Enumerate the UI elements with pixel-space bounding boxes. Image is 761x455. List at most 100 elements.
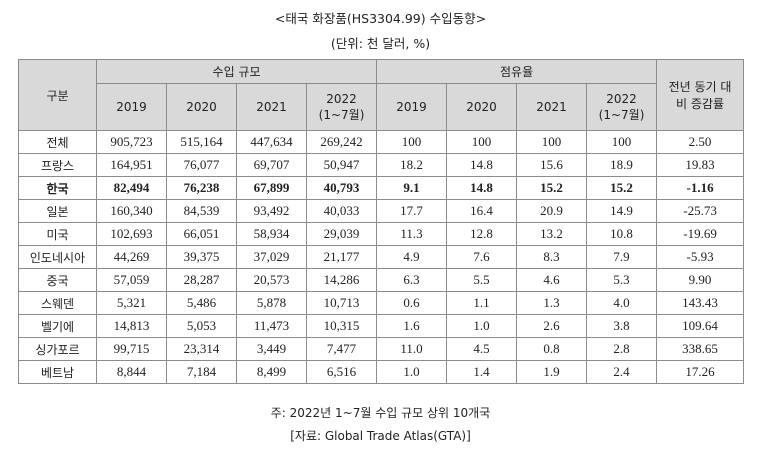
share-value-cell: 10.8 — [586, 222, 658, 246]
import-value-cell: 515,164 — [166, 130, 237, 154]
header-import-year-2022: 2022 (1~7월) — [305, 83, 378, 131]
table-row: 벨기에 14,813 5,053 11,473 10,315 1.6 1.0 2.6 3.8 10… — [18, 314, 745, 338]
import-table: 구분 수입 규모 점유율 전년 동기 대 비 증감률 2019 2020 202… — [18, 59, 745, 384]
row-country: 인도네시아 — [18, 245, 97, 269]
row-country: 싱가포르 — [18, 337, 97, 361]
share-value-cell: 4.9 — [376, 245, 448, 269]
share-value-cell: 15.2 — [586, 176, 658, 200]
table-row: 프랑스 164,951 76,077 69,707 50,947 18.2 14.8 15.6… — [18, 153, 745, 177]
source-note: [자료: Global Trade Atlas(GTA)] — [290, 429, 471, 443]
import-value-cell: 82,494 — [96, 176, 167, 200]
import-value-cell: 37,029 — [236, 245, 307, 269]
share-value-cell: 7.9 — [586, 245, 658, 269]
unit-label: (단위: 천 달러, %) — [330, 36, 431, 51]
import-value-cell: 10,315 — [305, 314, 378, 338]
table-row: 싱가포르 99,715 23,314 3,449 7,477 11.0 4.5 0.8 2.8 3… — [18, 337, 745, 361]
change-value-cell: -5.93 — [656, 245, 745, 269]
share-value-cell: 17.7 — [376, 199, 448, 223]
header-import-year: 2019 — [96, 83, 167, 131]
table-row: 베트남 8,844 7,184 8,499 6,516 1.0 1.4 1.9 2.4 17.26 — [18, 360, 745, 384]
import-value-cell: 99,715 — [96, 337, 167, 361]
change-value-cell: 2.50 — [656, 130, 745, 154]
share-value-cell: 0.6 — [376, 291, 448, 315]
share-value-cell: 100 — [376, 130, 448, 154]
share-value-cell: 5.5 — [446, 268, 518, 292]
share-value-cell: 1.0 — [446, 314, 518, 338]
import-value-cell: 57,059 — [96, 268, 167, 292]
table-row: 스웨덴 5,321 5,486 5,878 10,713 0.6 1.1 1.3 4.0 143.… — [18, 291, 745, 315]
share-value-cell: 3.8 — [586, 314, 658, 338]
import-value-cell: 76,238 — [166, 176, 237, 200]
table-row: 미국 102,693 66,051 58,934 29,039 11.3 12.8 13.2 1… — [18, 222, 745, 246]
share-value-cell: 18.9 — [586, 153, 658, 177]
import-value-cell: 5,878 — [236, 291, 307, 315]
table-row: 전체 905,723 515,164 447,634 269,242 100 100 100 1… — [18, 130, 745, 154]
share-value-cell: 14.8 — [446, 176, 518, 200]
share-value-cell: 13.2 — [516, 222, 588, 246]
import-value-cell: 3,449 — [236, 337, 307, 361]
share-value-cell: 1.9 — [516, 360, 588, 384]
import-value-cell: 69,707 — [236, 153, 307, 177]
import-value-cell: 93,492 — [236, 199, 307, 223]
share-value-cell: 1.1 — [446, 291, 518, 315]
header-share-group: 점유율 — [376, 59, 658, 84]
share-value-cell: 2.8 — [586, 337, 658, 361]
row-country: 프랑스 — [18, 153, 97, 177]
header-share-year: 2019 — [376, 83, 448, 131]
change-value-cell: 19.83 — [656, 153, 745, 177]
share-value-cell: 11.0 — [376, 337, 448, 361]
share-value-cell: 9.1 — [376, 176, 448, 200]
share-value-cell: 8.3 — [516, 245, 588, 269]
import-value-cell: 84,539 — [166, 199, 237, 223]
share-value-cell: 1.0 — [376, 360, 448, 384]
import-value-cell: 66,051 — [166, 222, 237, 246]
share-value-cell: 1.4 — [446, 360, 518, 384]
share-value-cell: 15.6 — [516, 153, 588, 177]
table-row: 한국 82,494 76,238 67,899 40,793 9.1 14.8 15.2 15.… — [18, 176, 745, 200]
import-value-cell: 76,077 — [166, 153, 237, 177]
table-row: 인도네시아 44,269 39,375 37,029 21,177 4.9 7.6 8.3 7.… — [18, 245, 745, 269]
header-share-year-2022: 2022 (1~7월) — [586, 83, 658, 131]
share-value-cell: 4.5 — [446, 337, 518, 361]
import-value-cell: 58,934 — [236, 222, 307, 246]
share-value-cell: 100 — [516, 130, 588, 154]
import-value-cell: 10,713 — [305, 291, 378, 315]
import-value-cell: 102,693 — [96, 222, 167, 246]
header-share-year: 2021 — [516, 83, 588, 131]
header-share-year: 2020 — [446, 83, 518, 131]
share-value-cell: 1.3 — [516, 291, 588, 315]
import-value-cell: 20,573 — [236, 268, 307, 292]
change-value-cell: -25.73 — [656, 199, 745, 223]
import-value-cell: 39,375 — [166, 245, 237, 269]
import-value-cell: 23,314 — [166, 337, 237, 361]
share-value-cell: 1.6 — [376, 314, 448, 338]
table-row: 일본 160,340 84,539 93,492 40,033 17.7 16.4 20.9 1… — [18, 199, 745, 223]
share-value-cell: 100 — [586, 130, 658, 154]
row-country: 한국 — [18, 176, 97, 200]
import-value-cell: 160,340 — [96, 199, 167, 223]
import-value-cell: 50,947 — [305, 153, 378, 177]
header-category: 구분 — [18, 59, 97, 131]
share-value-cell: 18.2 — [376, 153, 448, 177]
table-body: 전체 905,723 515,164 447,634 269,242 100 100 100 1… — [18, 130, 745, 384]
change-value-cell: 109.64 — [656, 314, 745, 338]
header-change-line2: 비 증감률 — [676, 97, 725, 111]
share-value-cell: 14.9 — [586, 199, 658, 223]
change-value-cell: 143.43 — [656, 291, 745, 315]
change-value-cell: -19.69 — [656, 222, 745, 246]
table-title: <태국 화장품(HS3304.99) 수입동향> — [274, 11, 487, 26]
row-country: 일본 — [18, 199, 97, 223]
share-value-cell: 16.4 — [446, 199, 518, 223]
share-value-cell: 11.3 — [376, 222, 448, 246]
change-value-cell: 9.90 — [656, 268, 745, 292]
import-value-cell: 447,634 — [236, 130, 307, 154]
import-value-cell: 29,039 — [305, 222, 378, 246]
import-value-cell: 67,899 — [236, 176, 307, 200]
period-label: (1~7월) — [318, 107, 365, 122]
year-label: 2022 — [606, 91, 637, 106]
row-country: 미국 — [18, 222, 97, 246]
import-value-cell: 905,723 — [96, 130, 167, 154]
import-value-cell: 164,951 — [96, 153, 167, 177]
import-value-cell: 269,242 — [305, 130, 378, 154]
year-label: 2022 — [326, 91, 357, 106]
